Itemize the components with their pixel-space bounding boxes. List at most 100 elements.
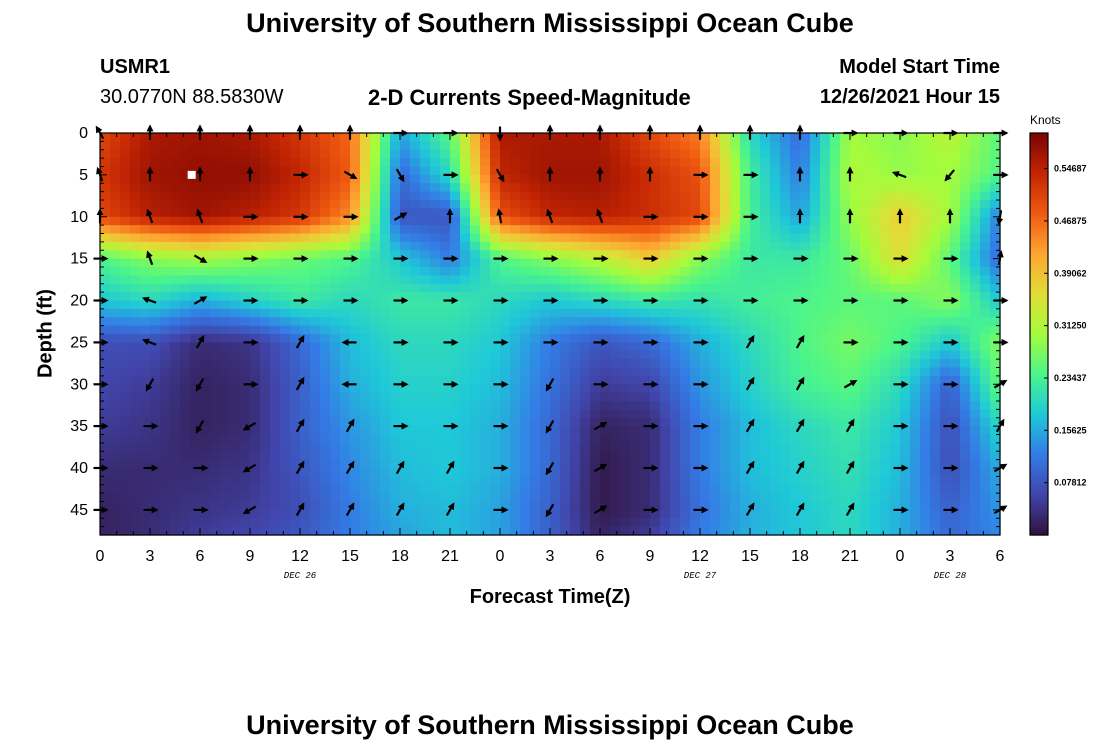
heatmap-cell [970,225,981,235]
heatmap-cell [940,308,951,318]
heatmap-cell [890,401,901,410]
heatmap-cell [910,476,921,486]
heatmap-cell [310,275,321,285]
heatmap-cell [390,267,401,276]
heatmap-cell [530,359,541,369]
heatmap-cell [630,216,641,226]
heatmap-cell [120,384,131,394]
heatmap-cell [990,426,1001,436]
colorbar-band [1030,454,1048,459]
heatmap-cell [220,200,231,209]
heatmap-cell [200,434,211,444]
heatmap-cell [590,283,601,293]
colorbar-band [1030,267,1048,271]
heatmap-cell [640,426,651,436]
heatmap-cell [380,359,391,369]
heatmap-cell [480,133,491,142]
heatmap-cell [890,158,901,168]
colorbar-band [1030,511,1048,516]
heatmap-cell [910,317,921,327]
heatmap-cell [130,174,141,184]
heatmap-cell [940,442,951,452]
heatmap-cell [540,241,551,251]
heatmap-cell [440,208,451,218]
heatmap-cell [990,442,1001,452]
heatmap-cell [590,166,601,176]
heatmap-cell [620,174,631,184]
heatmap-cell [280,174,291,184]
heatmap-cell [140,509,151,519]
heatmap-cell [610,417,621,427]
heatmap-cell [120,451,131,461]
heatmap-cell [290,501,301,511]
heatmap-cell [920,342,931,352]
heatmap-cell [110,526,121,536]
heatmap-cell [160,434,171,444]
heatmap-cell [530,166,541,176]
heatmap-cell [680,317,691,327]
heatmap-cell [720,392,731,402]
heatmap-cell [130,208,141,218]
heatmap-cell [330,384,341,394]
heatmap-cell [920,250,931,260]
heatmap-cell [980,158,991,168]
heatmap-cell [820,183,831,193]
heatmap-cell [890,526,901,536]
current-arrow [845,502,855,517]
heatmap-cell [900,292,911,302]
heatmap-cell [200,442,211,452]
heatmap-cell [590,451,601,461]
current-arrow [795,502,805,517]
heatmap-cell [250,468,261,477]
heatmap-cell [230,158,241,168]
heatmap-cell [180,484,191,494]
heatmap-cell [470,409,481,419]
heatmap-cell [480,409,491,419]
heatmap-cell [840,158,851,168]
heatmap-cell [210,526,221,536]
heatmap-cell [550,375,561,385]
heatmap-cell [310,250,321,260]
heatmap-cell [660,493,671,503]
heatmap-cell [890,409,901,419]
heatmap-cell [440,426,451,436]
heatmap-cell [420,208,431,218]
heatmap-cell [620,484,631,494]
heatmap-cell [730,468,741,477]
heatmap-cell [540,292,551,302]
heatmap-cell [460,493,471,503]
heatmap-cell [320,509,331,519]
heatmap-cell [900,509,911,519]
heatmap-cell [410,225,421,235]
heatmap-cell [100,501,111,511]
heatmap-cell [730,325,741,335]
heatmap-cell [960,183,971,193]
heatmap-cell [290,417,301,427]
y-tick-label: 45 [70,502,88,519]
heatmap-cell [110,442,121,452]
heatmap-cell [410,518,421,528]
heatmap-cell [860,292,871,302]
heatmap-cell [100,468,111,477]
heatmap-cell [930,384,941,394]
heatmap-cell [720,526,731,536]
heatmap-cell [610,233,621,243]
heatmap-cell [860,493,871,503]
heatmap-cell [640,241,651,251]
heatmap-cell [320,250,331,260]
heatmap-cell [450,426,461,436]
heatmap-cell [980,417,991,427]
heatmap-cell [850,292,861,302]
heatmap-cell [720,518,731,528]
heatmap-cell [120,526,131,536]
heatmap-cell [750,275,761,285]
heatmap-cell [620,191,631,201]
heatmap-cell [970,334,981,343]
heatmap-cell [830,476,841,486]
heatmap-cell [680,367,691,377]
heatmap-cell [600,141,611,151]
heatmap-cell [560,200,571,209]
heatmap-cell [240,133,251,142]
heatmap-cell [340,250,351,260]
heatmap-cell [610,375,621,385]
